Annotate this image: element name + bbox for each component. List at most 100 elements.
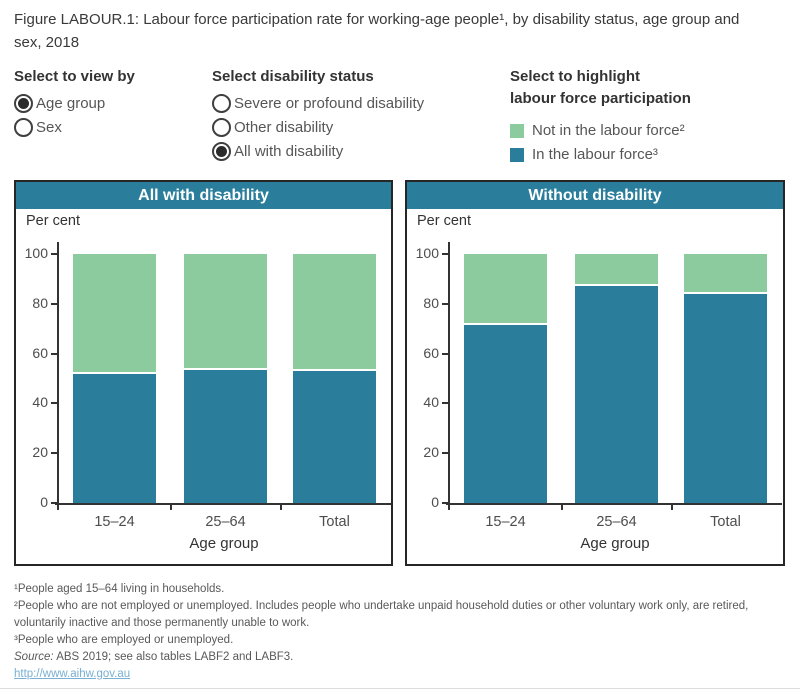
y-axis-unit-label: Per cent — [417, 213, 471, 229]
x-tick-label-total: Total — [710, 514, 741, 530]
y-tick-mark-20 — [442, 452, 448, 455]
y-tick-mark-60 — [442, 352, 448, 355]
segment-not-in-labour-force-15-24[interactable] — [73, 254, 156, 374]
x-tick-label-25-64: 25–64 — [205, 514, 246, 530]
x-tick-label-15-24: 15–24 — [94, 514, 135, 530]
y-tick-mark-100 — [442, 253, 448, 255]
x-axis-boundary-tick-2 — [670, 505, 673, 510]
segment-in-labour-force-15-24[interactable] — [73, 373, 156, 503]
y-axis-line — [448, 242, 450, 509]
bar-total — [684, 254, 767, 503]
bar-total — [293, 254, 376, 503]
chart-title-all-with-disability: All with disability — [16, 182, 391, 209]
footnotes: ¹People aged 15–64 living in households.… — [14, 581, 786, 683]
x-tick-label-total: Total — [319, 514, 350, 530]
y-tick-mark-0 — [51, 502, 57, 504]
bar-25-64 — [575, 254, 658, 503]
radio-option-all-with-disability[interactable]: All with disability — [212, 140, 424, 164]
aihw-link[interactable]: http://www.aihw.gov.au — [14, 668, 131, 680]
disability-status-control-group: Select disability status Severe or profo… — [212, 66, 424, 164]
chart-panel-all-with-disability: All with disability Per cent 0 20 40 60 80 10… — [14, 180, 393, 566]
disability-status-radio-group: Severe or profound disability Other disab… — [212, 92, 424, 164]
segment-not-in-labour-force-25-64[interactable] — [184, 254, 267, 370]
segment-not-in-labour-force-25-64[interactable] — [575, 254, 658, 287]
radio-label-other-disability: Other disability — [234, 119, 334, 137]
x-axis-boundary-tick-1 — [561, 505, 563, 510]
view-by-control-group: Select to view by Age group Sex — [14, 66, 135, 140]
radio-button-severe-or-profound-disability[interactable] — [212, 94, 231, 114]
view-by-header: Select to view by — [14, 68, 135, 85]
x-axis-boundary-tick-1 — [170, 505, 172, 510]
x-tick-label-15-24: 15–24 — [485, 514, 526, 530]
y-axis-unit-label: Per cent — [26, 213, 80, 229]
footnote-3: ³People who are employed or unemployed. — [14, 634, 234, 646]
x-tick-label-25-64: 25–64 — [596, 514, 637, 530]
segment-not-in-labour-force-total[interactable] — [684, 254, 767, 294]
chart-title-without-disability: Without disability — [407, 182, 783, 209]
y-tick-label-40: 40 — [32, 394, 48, 411]
radio-button-all-with-disability[interactable] — [212, 142, 231, 162]
footnote-list: ¹People aged 15–64 living in households.… — [14, 581, 786, 649]
x-axis-title: Age group — [580, 535, 650, 552]
bar-25-64 — [184, 254, 267, 503]
footnote-2: ²People who are not employed or unemploy… — [14, 600, 749, 629]
radio-option-other-disability[interactable]: Other disability — [212, 116, 424, 140]
radio-option-age-group[interactable]: Age group — [14, 92, 135, 116]
y-tick-label-0: 0 — [431, 494, 439, 510]
plot-area: 0 20 40 60 80 100 15–24 25–64 Total — [416, 242, 782, 530]
highlight-header-line1: Select to highlight — [510, 68, 640, 85]
legend-label-not-in-the-labour-force: Not in the labour force² — [532, 122, 685, 139]
y-tick-label-40: 40 — [423, 394, 439, 411]
segment-in-labour-force-15-24[interactable] — [464, 324, 547, 503]
segment-not-in-labour-force-15-24[interactable] — [464, 254, 547, 325]
segment-in-labour-force-25-64[interactable] — [575, 286, 658, 503]
highlight-header-line2: labour force participation — [510, 89, 691, 107]
legend-swatch-not-in-the-labour-force — [510, 123, 524, 138]
y-tick-label-100: 100 — [415, 245, 439, 261]
plot-area: 0 20 40 60 80 100 15–24 25–64 Total — [25, 242, 391, 530]
x-axis-boundary-tick-0 — [57, 505, 59, 510]
highlight-legend-group: Select to highlight labour force partici… — [510, 66, 691, 167]
y-tick-mark-100 — [51, 253, 57, 255]
segment-not-in-labour-force-total[interactable] — [293, 254, 376, 372]
y-tick-mark-40 — [442, 402, 448, 405]
radio-button-other-disability[interactable] — [212, 118, 231, 138]
radio-label-age-group: Age group — [36, 95, 106, 113]
y-tick-label-60: 60 — [423, 344, 439, 361]
radio-option-severe-or-profound-disability[interactable]: Severe or profound disability — [212, 92, 424, 116]
y-tick-mark-60 — [51, 352, 57, 355]
y-tick-mark-40 — [51, 402, 57, 405]
legend: Not in the labour force² In the labour fo… — [510, 119, 691, 167]
segment-in-labour-force-total[interactable] — [684, 293, 767, 503]
radio-label-all-with-disability: All with disability — [234, 143, 344, 161]
bar-15-24 — [73, 254, 156, 503]
y-axis-line — [57, 242, 59, 509]
y-tick-label-80: 80 — [423, 294, 439, 311]
radio-button-age-group[interactable] — [14, 94, 33, 114]
legend-label-in-the-labour-force: In the labour force³ — [532, 146, 658, 163]
y-tick-mark-0 — [442, 502, 448, 504]
figure-title: Figure LABOUR.1: Labour force participat… — [14, 11, 740, 52]
radio-option-sex[interactable]: Sex — [14, 116, 135, 140]
source-line: Source: ABS 2019; see also tables LABF2 … — [14, 649, 786, 666]
legend-item-not-in-the-labour-force[interactable]: Not in the labour force² — [510, 119, 691, 143]
x-axis-line — [55, 503, 391, 505]
y-tick-label-80: 80 — [32, 294, 48, 311]
y-tick-label-20: 20 — [423, 444, 439, 461]
x-axis-title: Age group — [189, 535, 259, 552]
y-tick-label-100: 100 — [24, 245, 48, 261]
disability-status-header: Select disability status — [212, 68, 374, 85]
radio-button-sex[interactable] — [14, 118, 33, 138]
bottom-divider — [0, 688, 800, 689]
y-tick-mark-20 — [51, 452, 57, 455]
y-tick-mark-80 — [442, 302, 448, 305]
view-by-radio-group: Age group Sex — [14, 92, 135, 140]
y-tick-mark-80 — [51, 302, 57, 305]
source-text: ABS 2019; see also tables LABF2 and LABF… — [53, 651, 294, 663]
segment-in-labour-force-25-64[interactable] — [184, 369, 267, 503]
legend-item-in-the-labour-force[interactable]: In the labour force³ — [510, 143, 691, 167]
legend-swatch-in-the-labour-force — [510, 147, 524, 162]
segment-in-labour-force-total[interactable] — [293, 371, 376, 503]
x-axis-boundary-tick-0 — [448, 505, 450, 510]
x-axis-line — [446, 503, 782, 505]
